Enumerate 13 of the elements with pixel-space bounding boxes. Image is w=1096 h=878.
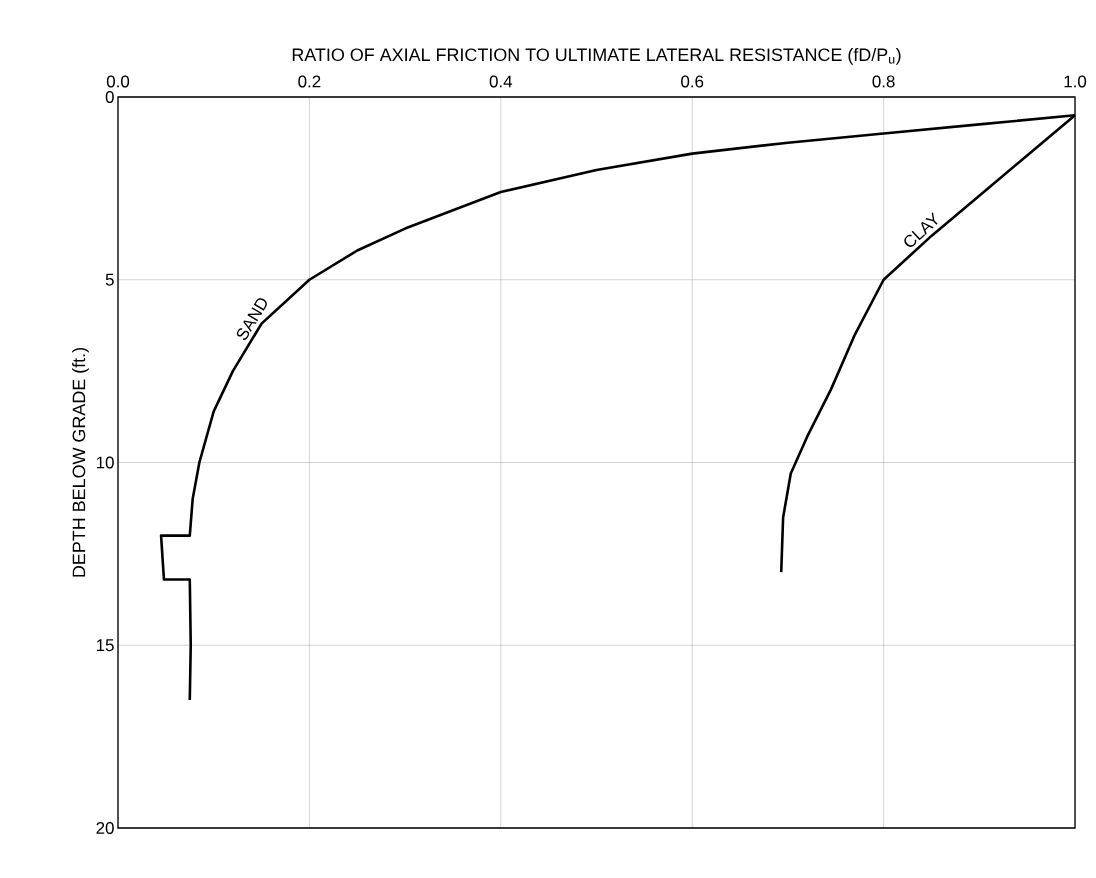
x-tick-label: 0.2 [298,75,321,88]
y-tick-label: 15 [96,639,114,652]
x-tick-label: 0.4 [489,75,513,88]
x-tick-label: 1.0 [1064,75,1087,88]
x-tick-label: 0.0 [106,75,130,88]
x-axis-title: RATIO OF AXIAL FRICTION TO ULTIMATE LATERAL RESISTANCE (fD/P$_{u}$) [292,47,901,65]
y-axis-title: DEPTH BELOW GRADE (ft.) [72,348,89,577]
x-tick-label: 0.6 [681,75,704,88]
y-tick-label: 20 [96,822,114,834]
y-tick-label: 5 [105,273,114,286]
x-tick-label: 0.8 [872,75,895,88]
y-tick-label: 0 [105,90,114,103]
y-tick-label: 10 [96,456,114,469]
